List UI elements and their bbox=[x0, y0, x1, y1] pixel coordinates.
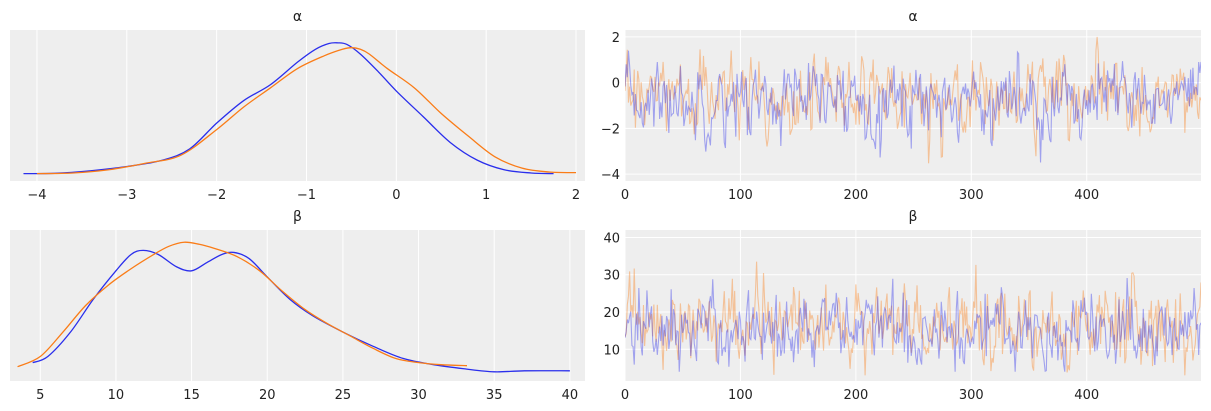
x-tick-label: 10 bbox=[108, 388, 125, 403]
x-tick-label: 30 bbox=[410, 388, 427, 403]
y-tick-label: 40 bbox=[603, 231, 620, 246]
panel-3: β 0 100 200 300 400 10 20 30 40 bbox=[603, 209, 1201, 403]
x-tick-label: 1 bbox=[482, 188, 490, 203]
panel-1: α 0 100 200 300 400 −4 −2 0 2 bbox=[601, 9, 1201, 203]
x-tick-label: 15 bbox=[183, 388, 200, 403]
x-tick-label: 300 bbox=[959, 188, 984, 203]
x-tick-label: 2 bbox=[572, 188, 580, 203]
x-tick-label: 5 bbox=[36, 388, 44, 403]
x-tick-label: −2 bbox=[207, 188, 226, 203]
y-tick-label: 0 bbox=[612, 77, 620, 92]
x-tick-label: 400 bbox=[1074, 388, 1099, 403]
x-tick-label: 300 bbox=[959, 388, 984, 403]
y-tick-label: 30 bbox=[603, 269, 620, 284]
kde-line-chain-1 bbox=[17, 241, 467, 368]
x-tick-label: 25 bbox=[335, 388, 352, 403]
trace-line-chain-0 bbox=[625, 50, 1201, 163]
x-tick-label: 200 bbox=[843, 188, 868, 203]
panel-background bbox=[625, 30, 1201, 181]
x-tick-label: 20 bbox=[259, 388, 276, 403]
x-tick-label: 0 bbox=[621, 188, 629, 203]
x-tick-label: 40 bbox=[562, 388, 579, 403]
panel-title: α bbox=[908, 9, 917, 25]
x-tick-label: 35 bbox=[486, 388, 503, 403]
x-tick-label: −3 bbox=[117, 188, 136, 203]
x-tick-label: 400 bbox=[1074, 188, 1099, 203]
panel-title: α bbox=[293, 9, 302, 25]
y-tick-label: −4 bbox=[601, 168, 620, 183]
x-tick-label: 100 bbox=[728, 188, 753, 203]
panel-2: β 5 10 15 20 25 30 35 40 bbox=[10, 209, 585, 403]
panel-0: α −4 −3 −2 −1 0 1 2 bbox=[10, 9, 585, 203]
panel-title: β bbox=[293, 209, 302, 225]
x-tick-label: 100 bbox=[728, 388, 753, 403]
trace-line-chain-1 bbox=[625, 36, 1201, 164]
trace-line-chain-0 bbox=[625, 278, 1201, 373]
y-tick-label: 10 bbox=[603, 343, 620, 358]
panel-title: β bbox=[909, 209, 918, 225]
x-tick-label: −4 bbox=[27, 188, 46, 203]
x-tick-label: −1 bbox=[297, 188, 316, 203]
x-tick-label: 200 bbox=[843, 388, 868, 403]
trace-line-chain-1 bbox=[625, 261, 1201, 376]
y-tick-label: −2 bbox=[601, 122, 620, 137]
kde-line-chain-1 bbox=[36, 47, 577, 175]
y-tick-label: 20 bbox=[603, 306, 620, 321]
x-tick-label: 0 bbox=[392, 188, 400, 203]
panel-background bbox=[625, 230, 1201, 381]
y-tick-label: 2 bbox=[612, 31, 620, 46]
panel-background bbox=[10, 30, 585, 181]
x-tick-label: 0 bbox=[621, 388, 629, 403]
